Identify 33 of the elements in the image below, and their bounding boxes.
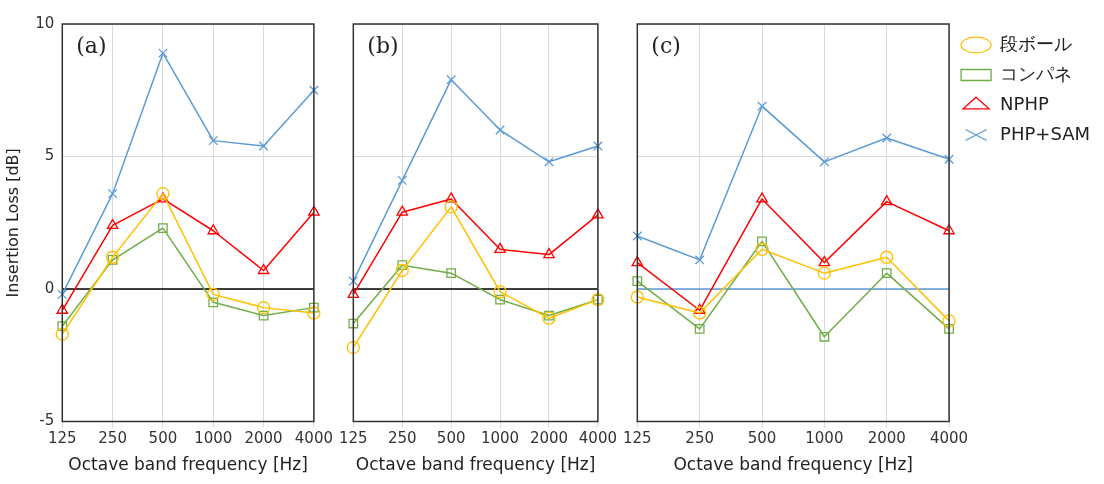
x-tick-label: 500 — [747, 429, 777, 448]
x-tick-label: 250 — [685, 429, 714, 448]
x-tick-label: 250 — [98, 429, 127, 448]
x-axis-title: Octave band frequency [Hz] — [68, 454, 308, 475]
x-tick-label: 500 — [436, 429, 466, 448]
x-tick-label: 500 — [148, 429, 178, 448]
legend-label: PHP+SAM — [1000, 122, 1091, 144]
x-tick-label: 1000 — [194, 429, 233, 448]
x-tick-label: 125 — [47, 429, 77, 448]
x-tick-label: 4000 — [294, 429, 334, 448]
x-tick-label: 125 — [622, 429, 652, 448]
legend-label: NPHP — [1000, 92, 1049, 114]
x-tick-label: 1000 — [480, 429, 520, 448]
x-tick-label: 4000 — [578, 429, 618, 448]
y-tick-label: 10 — [35, 13, 55, 32]
x-tick-label: 2000 — [529, 429, 569, 448]
legend-label: コンパネ — [1000, 62, 1073, 84]
y-tick-label: 5 — [44, 146, 55, 165]
x-axis-title: Octave band frequency [Hz] — [355, 454, 596, 475]
x-tick-label: 2000 — [244, 429, 283, 448]
annotation: (a) — [76, 32, 107, 58]
x-axis-title: Octave band frequency [Hz] — [673, 454, 913, 475]
x-tick-label: 2000 — [867, 429, 906, 448]
x-tick-label: 4000 — [929, 429, 969, 448]
x-tick-label: 250 — [387, 429, 417, 448]
annotation: (c) — [651, 32, 681, 58]
x-tick-label: 125 — [338, 429, 368, 448]
y-tick-label: -5 — [39, 411, 55, 430]
legend-label: 段ボール — [1000, 32, 1073, 54]
x-tick-label: 1000 — [805, 429, 844, 448]
y-axis-title: Insertion Loss [dB] — [2, 148, 22, 298]
y-tick-label: 0 — [44, 278, 55, 297]
annotation: (b) — [367, 32, 399, 58]
